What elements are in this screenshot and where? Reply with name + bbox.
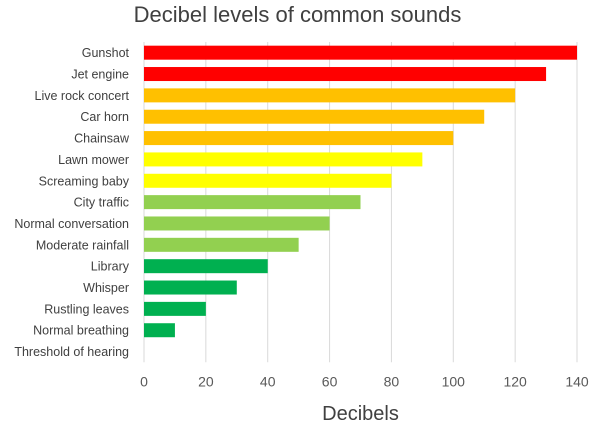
bar: [144, 237, 299, 252]
category-label: Threshold of hearing: [14, 345, 129, 359]
bar: [144, 216, 330, 231]
x-tick-label: 100: [442, 373, 466, 389]
category-label: Rustling leaves: [44, 302, 129, 316]
bars: [144, 45, 577, 338]
x-axis-title: Decibels: [322, 403, 399, 425]
category-label: Car horn: [80, 110, 129, 124]
x-tick-label: 140: [565, 373, 589, 389]
bar: [144, 280, 237, 295]
x-tick-label: 80: [384, 373, 400, 389]
bar: [144, 173, 392, 188]
x-tick-label: 120: [503, 373, 527, 389]
category-label: Screaming baby: [39, 174, 130, 188]
category-label: Jet engine: [71, 68, 129, 82]
bar: [144, 88, 516, 103]
bar: [144, 195, 361, 210]
bar: [144, 45, 577, 60]
bar: [144, 259, 268, 274]
category-label: Whisper: [83, 281, 129, 295]
bar: [144, 131, 454, 146]
bar: [144, 109, 485, 124]
category-label: Library: [91, 260, 130, 274]
category-label: Gunshot: [82, 46, 130, 60]
category-labels: Gunshot Jet engine Live rock concert Car ho…: [14, 46, 130, 359]
category-label: Normal conversation: [14, 217, 129, 231]
bar: [144, 323, 175, 338]
bar: [144, 301, 206, 316]
category-label: Chainsaw: [74, 132, 130, 146]
bar: [144, 67, 547, 82]
category-label: Live rock concert: [35, 89, 130, 103]
x-tick-label: 0: [140, 373, 148, 389]
x-tick-labels: 0 20 40 60 80 100 120 140: [140, 373, 589, 389]
x-tick-label: 40: [260, 373, 276, 389]
bar: [144, 152, 423, 167]
x-tick-label: 60: [322, 373, 338, 389]
x-tick-label: 20: [198, 373, 214, 389]
category-label: Lawn mower: [58, 153, 129, 167]
chart-title: Decibel levels of common sounds: [133, 2, 462, 27]
category-label: Moderate rainfall: [36, 238, 129, 252]
category-label: Normal breathing: [33, 324, 129, 338]
category-label: City traffic: [74, 196, 129, 210]
